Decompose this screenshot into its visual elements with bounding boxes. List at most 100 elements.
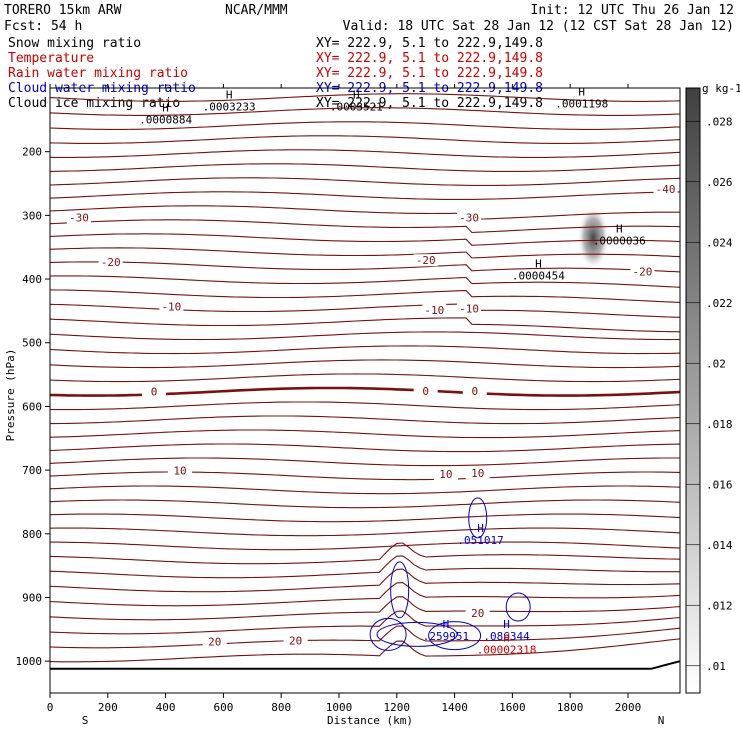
temp-label: 0 [151,385,158,398]
max-value: .0000884 [139,113,192,126]
max-value: .0000454 [512,270,565,283]
max-value: .051017 [457,534,503,547]
y-tick-label: 400 [22,273,42,286]
temp-label: 20 [208,636,221,649]
colorbar-tick-label: .018 [706,418,733,431]
y-tick-label: 1000 [16,655,43,668]
x-tick-label: 400 [156,701,176,714]
x-tick-label: 200 [98,701,118,714]
field-name: Cloud ice mixing ratio [8,96,180,111]
isotherm-line [50,611,680,634]
temp-label: 20 [471,607,484,620]
x-tick-label: 1000 [326,701,353,714]
x-tick-label: 2000 [615,701,642,714]
colorbar-tick-label: .028 [706,115,733,128]
isotherm-line [50,150,680,158]
plot-area: -30 -30-40-20 -20-20-10 -10 -100 0 010 10 102020… [16,84,681,714]
field-name: Temperature [8,51,94,66]
x-tick-label: 800 [271,701,291,714]
x-tick-label: 600 [213,701,233,714]
isotherm-line [50,528,680,536]
x-tick-label: 1400 [441,701,468,714]
max-value: .0003521 [330,101,383,114]
y-tick-label: 800 [22,528,42,541]
max-value: .0001198 [555,98,608,111]
colorbar-gradient [686,88,700,693]
isotherm-line [50,178,680,186]
isotherm-line [50,514,680,522]
init-time: Init: 12 UTC Thu 26 Jan 12 [531,3,735,18]
isotherm-line [50,164,680,172]
isotherm-line [50,472,680,480]
temp-label: 20 [289,634,302,647]
colorbar-tick-label: .026 [706,176,733,189]
temp-label: 0 [472,385,479,398]
x-tick-label: 1600 [499,701,526,714]
max-value: .259951 [423,630,469,643]
x-axis-label: Distance (km) [327,714,413,727]
isotherm-line [50,543,680,564]
isotherm-line [50,500,680,508]
colorbar-tick-label: .016 [706,478,733,491]
temp-label: -10 [424,304,444,317]
isotherm-line [50,430,680,438]
y-tick-label: 200 [22,146,42,159]
isotherm-line [50,639,680,662]
colorbar-tick-label: .01 [706,660,726,673]
isotherm-line [50,332,680,340]
isotherm-line [50,597,680,620]
y-tick-label: 300 [22,209,42,222]
colorbar: g kg-1 .01.012.014.016.018.02.022.024.02… [686,82,740,693]
isotherm-line [50,556,680,578]
isotherm-line [50,304,680,317]
field-xy: XY= 222.9, 5.1 to 222.9,149.8 [316,51,543,66]
temp-label: 10 [173,464,186,477]
isotherm-line [50,626,680,648]
isotherm-line [50,290,680,303]
y-tick-label: 700 [22,464,42,477]
colorbar-tick-label: .02 [706,357,726,370]
direction-south: S [82,714,89,727]
temp-label: -20 [632,266,652,279]
field-name: Rain water mixing ratio [8,66,188,81]
temp-label: -20 [101,256,121,269]
temp-label: -30 [69,212,89,225]
temp-label: -10 [161,301,181,314]
temp-label: -10 [459,303,479,316]
y-tick-label: 900 [22,591,42,604]
model-title: TORERO 15km ARW [4,3,122,18]
temp-label: -40 [656,183,676,196]
isotherm-line [50,458,680,466]
max-value: .0003233 [203,101,256,114]
isotherm-line [50,402,680,410]
field-name: Snow mixing ratio [8,36,141,51]
isotherm-line [50,374,680,382]
max-value: .0000036 [593,234,646,247]
isotherm-line [50,192,680,200]
isotherm-line [50,360,680,368]
org-label: NCAR/MMM [225,3,288,18]
x-tick-label: 1200 [384,701,411,714]
colorbar-unit: g kg-1 [702,82,740,95]
y-tick-label: 600 [22,400,42,413]
forecast-hour: Fcst: 54 h [4,19,82,34]
valid-time: Valid: 18 UTC Sat 28 Jan 12 (12 CST Sat … [343,19,734,34]
temp-label: 0 [422,385,429,398]
x-tick-label: 1800 [557,701,584,714]
field-xy: XY= 222.9, 5.1 to 222.9,149.8 [316,66,543,81]
colorbar-tick-label: .012 [706,599,733,612]
direction-north: N [658,714,665,727]
isotherm-line [50,486,680,494]
header: TORERO 15km ARW NCAR/MMM Init: 12 UTC Th… [4,3,734,34]
isotherm-line [50,444,680,452]
temp-label: -20 [416,254,436,267]
ground-line [50,661,680,669]
x-tick-label: 0 [47,701,54,714]
field-xy: XY= 222.9, 5.1 to 222.9,149.8 [316,36,543,51]
temp-label: 10 [471,467,484,480]
max-value: .00002318 [477,643,537,656]
colorbar-tick-label: .024 [706,236,733,249]
temp-label: 10 [439,468,452,481]
isotherm-line [50,416,680,424]
